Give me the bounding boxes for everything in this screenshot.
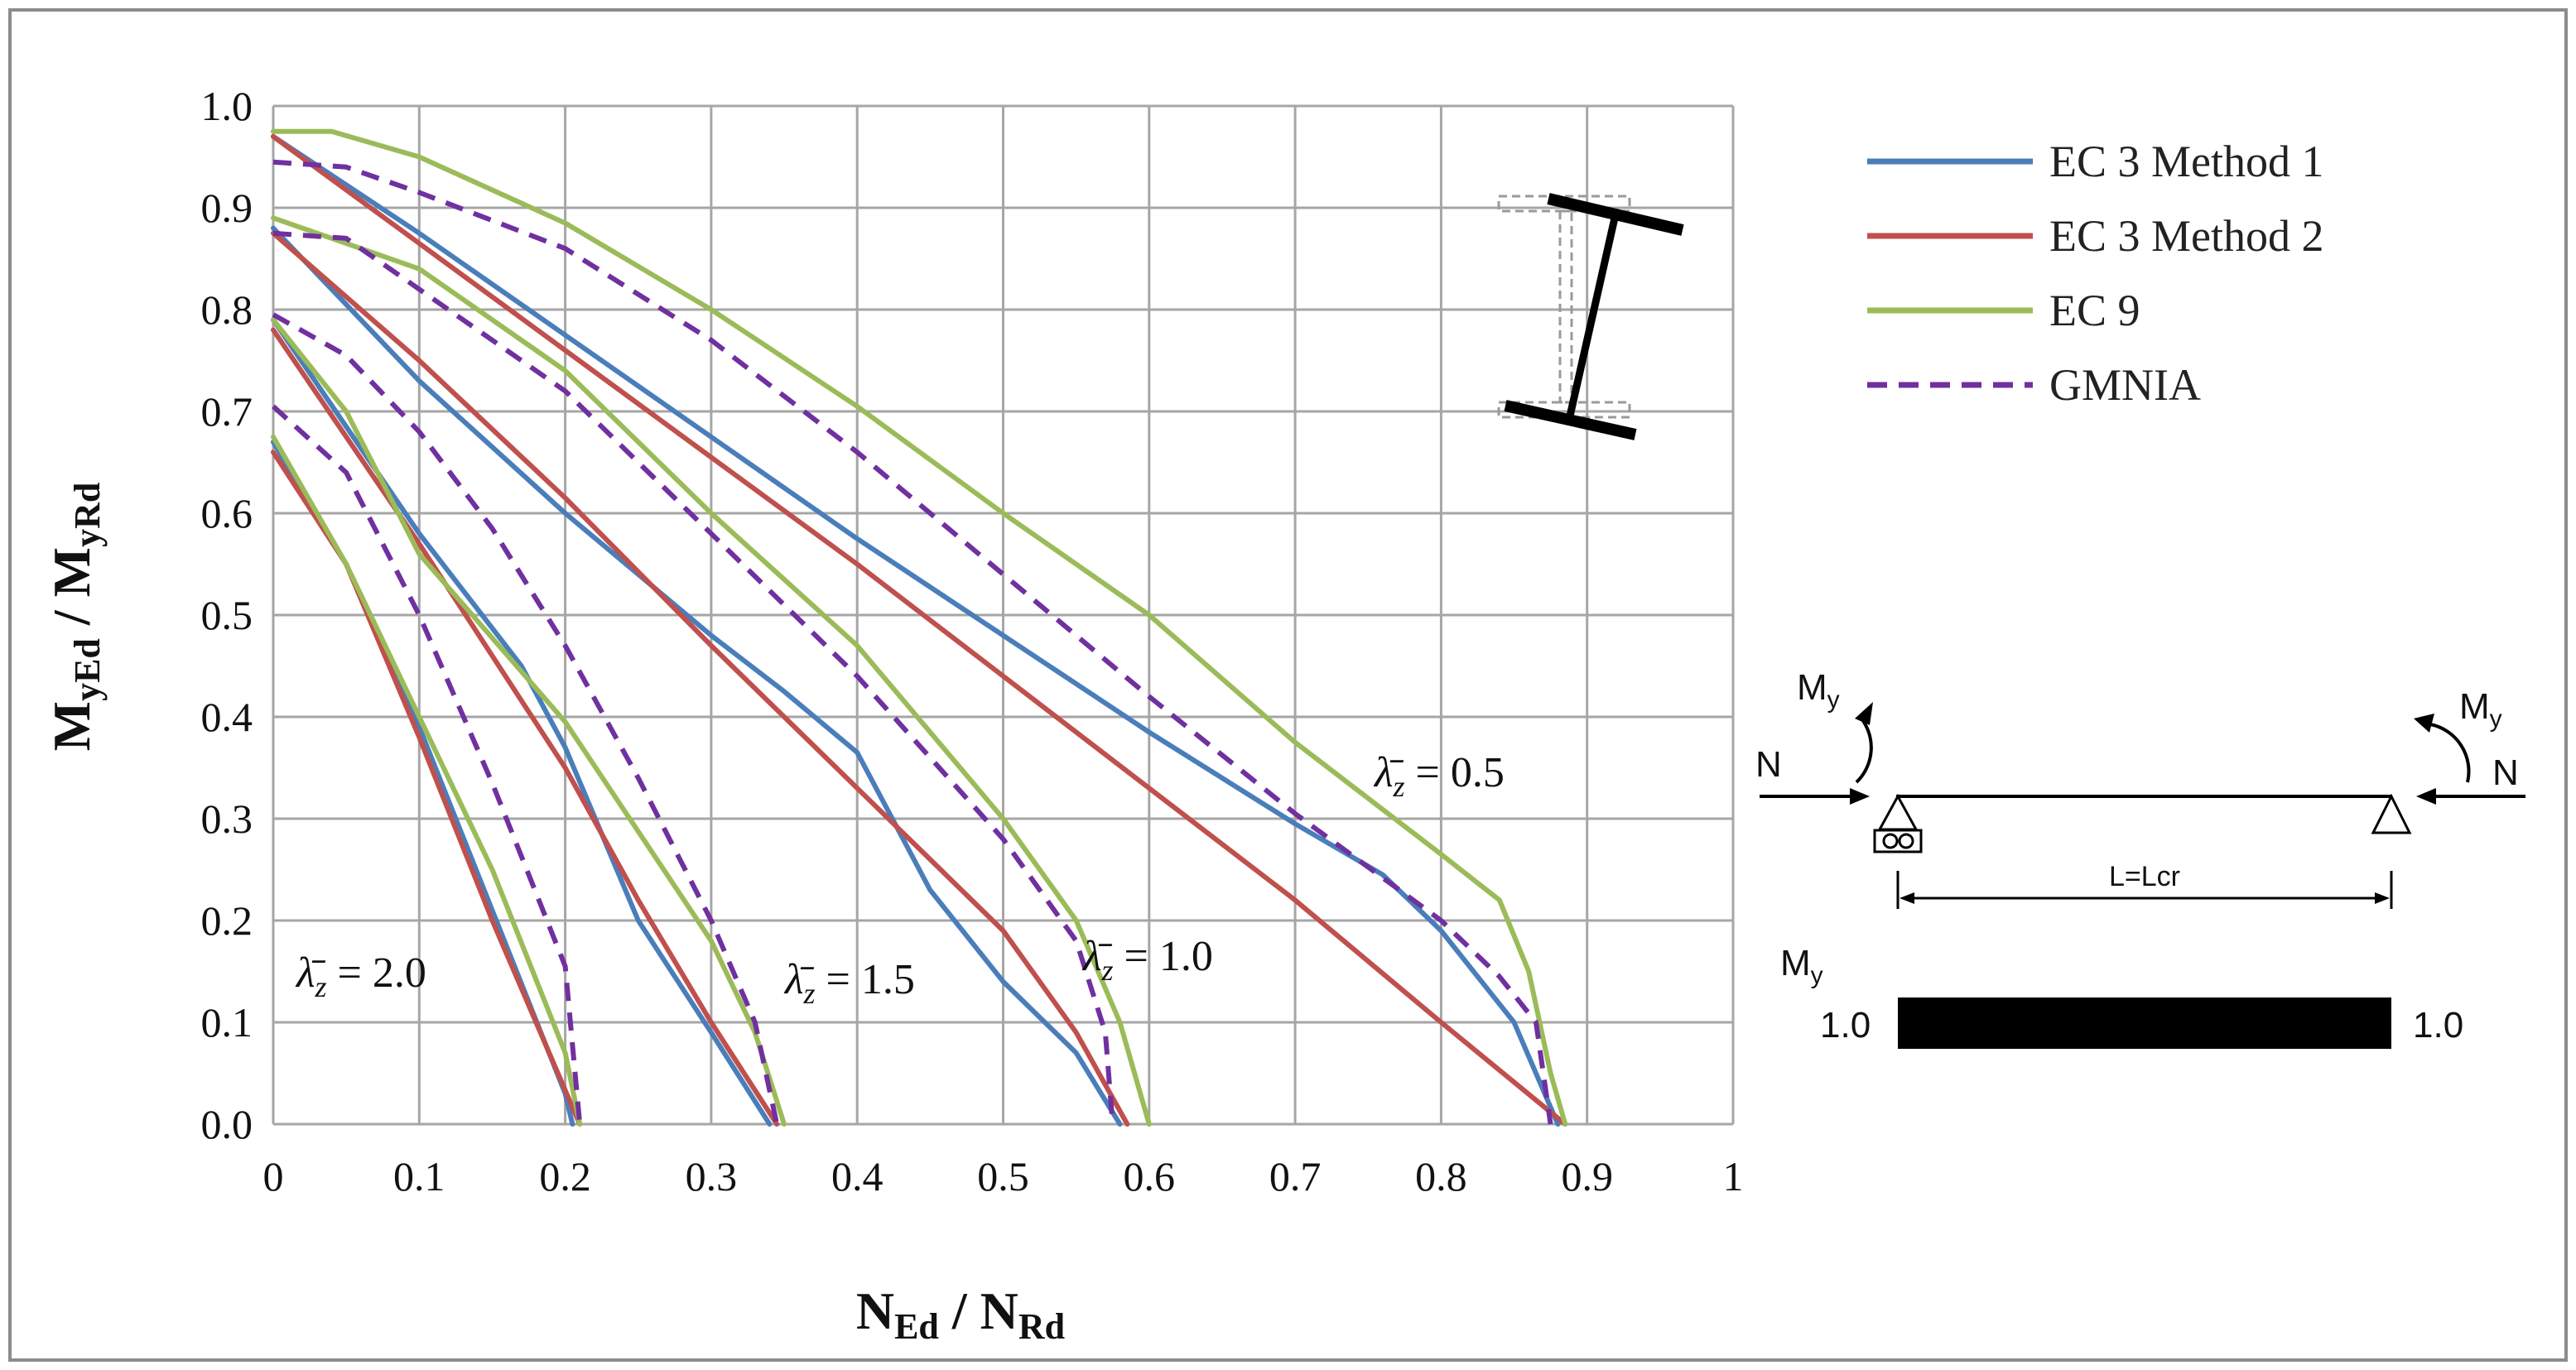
x-tick-label: 0.6 (1124, 1153, 1176, 1199)
figure-frame (8, 8, 2568, 1362)
svg-text:λ̄z = 1.0: λ̄z = 1.0 (1081, 933, 1213, 987)
x-tick-label: 0.5 (977, 1153, 1029, 1199)
x-tick-label: 1 (1723, 1153, 1744, 1199)
legend-label-ec3m1: EC 3 Method 1 (2049, 137, 2324, 186)
moment-left-value: 1.0 (1820, 1005, 1871, 1046)
x-tick-labels: 0 0.1 0.2 0.3 0.4 0.5 0.6 0.7 0.8 0.9 1 (263, 1153, 1744, 1199)
moment-diagram-bar (1898, 997, 2391, 1049)
series-line-gmnia-lambda-2-0 (271, 404, 583, 1125)
dim-arrow-left (1899, 892, 1914, 904)
series-layer (271, 128, 1568, 1127)
y-tick-label: 0.7 (201, 388, 253, 435)
left-axial-label: N (1755, 744, 1782, 785)
series-line-ec9-lambda-1-0 (271, 215, 1152, 1127)
flange-bottom-deformed (1504, 400, 1637, 440)
y-tick-label: 1.0 (201, 83, 253, 129)
legend-label-ec9: EC 9 (2049, 286, 2140, 335)
x-axis-title: NEd / NRd (856, 1281, 1065, 1347)
series-line-ec9-lambda-0-5 (271, 128, 1568, 1127)
y-axis-title: MyEd / MyRd (42, 483, 108, 752)
moment-right-value: 1.0 (2413, 1005, 2463, 1046)
right-axial-label: N (2492, 752, 2519, 793)
beam-schematic: My N My N L=Lcr My 1.0 1.0 (1755, 667, 2525, 1049)
i-section-inset (1497, 193, 1684, 440)
y-tick-label: 0.6 (201, 490, 253, 536)
left-axial-arrowhead (1850, 788, 1870, 805)
svg-text:λ̄z = 2.0: λ̄z = 2.0 (295, 949, 426, 1003)
series-line-ec3m1-lambda-1-0 (271, 225, 1123, 1127)
legend: EC 3 Method 1 EC 3 Method 2 EC 9 GMNIA (1867, 137, 2324, 410)
annotation-lambda-2-0: λ̄z = 2.0 (295, 949, 426, 1003)
left-moment-label: My (1797, 667, 1840, 714)
annotation-lambda-1-5: λ̄z = 1.5 (783, 956, 915, 1010)
legend-label-gmnia: GMNIA (2049, 360, 2201, 410)
x-tick-label: 0.7 (1269, 1153, 1322, 1199)
series-line-ec3m2-lambda-1-0 (271, 230, 1130, 1127)
roller-wheel-left (1882, 833, 1899, 849)
y-tick-label: 0.1 (201, 999, 253, 1046)
web-undeformed (1558, 209, 1573, 404)
moment-diagram-label: My (1780, 943, 1823, 989)
series-line-ec3m1-lambda-0-5 (271, 133, 1561, 1127)
right-moment-label: My (2459, 686, 2502, 733)
x-tick-label: 0 (263, 1153, 284, 1199)
svg-text:λ̄z = 1.5: λ̄z = 1.5 (783, 956, 915, 1010)
plot-area: 0 0.1 0.2 0.3 0.4 0.5 0.6 0.7 0.8 0.9 1 0.00.10.20… (201, 83, 1744, 1199)
y-tick-labels: 0.0 0.1 0.2 0.3 0.4 0.5 0.6 0.7 0.8 0.9 1.0 (201, 83, 253, 1147)
x-tick-label: 0.1 (393, 1153, 445, 1199)
y-tick-label: 0.5 (201, 592, 253, 638)
right-moment-arrowhead (2414, 714, 2434, 733)
y-tick-label: 0.4 (201, 694, 253, 740)
roller-wheel-right (1898, 833, 1914, 849)
series-line-gmnia-lambda-1-0 (272, 230, 1115, 1125)
flange-bottom-undeformed (1497, 401, 1631, 419)
series-line-gmnia-lambda-1-5 (272, 312, 780, 1125)
dim-arrow-right (2375, 892, 2390, 904)
annotation-lambda-1-0: λ̄z = 1.0 (1081, 933, 1213, 987)
web-deformed (1565, 214, 1620, 421)
series-line-ec3m2-lambda-0-5 (271, 133, 1568, 1127)
legend-label-ec3m2: EC 3 Method 2 (2049, 211, 2324, 261)
right-moment-arc (2429, 723, 2471, 783)
flange-top-undeformed (1497, 195, 1631, 213)
right-pin-support (2371, 793, 2412, 834)
y-tick-label: 0.3 (201, 796, 253, 842)
series-line-ec3m1-lambda-1-5 (271, 317, 773, 1127)
annotation-lambda-0-5: λ̄z = 0.5 (1373, 749, 1505, 803)
y-tick-label: 0.0 (201, 1101, 253, 1147)
span-length-label: L=Lcr (2109, 861, 2180, 892)
series-line-gmnia-lambda-0-5 (272, 159, 1553, 1125)
y-tick-label: 0.9 (201, 185, 253, 231)
x-tick-label: 0.3 (686, 1153, 738, 1199)
svg-text:λ̄z = 0.5: λ̄z = 0.5 (1373, 749, 1505, 803)
x-tick-label: 0.4 (831, 1153, 884, 1199)
left-moment-arrowhead (1855, 702, 1873, 725)
x-tick-label: 0.2 (539, 1153, 591, 1199)
left-moment-arc (1855, 717, 1873, 784)
y-tick-label: 0.2 (201, 897, 253, 944)
x-tick-label: 0.8 (1415, 1153, 1467, 1199)
series-line-ec9-lambda-2-0 (271, 434, 583, 1127)
series-line-ec3m2-lambda-2-0 (271, 449, 583, 1127)
y-tick-label: 0.8 (201, 286, 253, 333)
right-axial-arrowhead (2416, 788, 2436, 805)
x-tick-label: 0.9 (1561, 1153, 1613, 1199)
